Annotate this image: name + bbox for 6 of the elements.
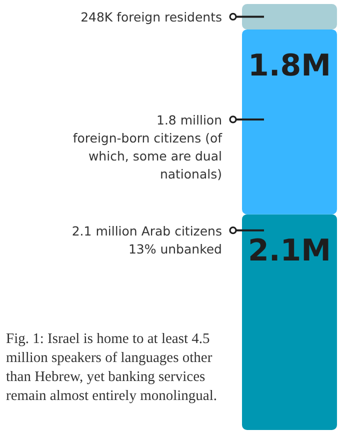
- data-label: 2.1M: [248, 233, 331, 268]
- text: 2.1 million Arab citizens 13% unbanked: [72, 223, 222, 256]
- text: 1.8 million foreign-born citizens (of which, some are dual nationals): [72, 112, 223, 182]
- text: 248K foreign residents: [80, 10, 222, 25]
- caption: Fig. 1: Israel is home to at least 4.5 million speakers of languages other than Hebrew, yet banking services remain almost entirely monolingual.: [6, 331, 218, 404]
- data-label: 1.8M: [248, 48, 331, 84]
